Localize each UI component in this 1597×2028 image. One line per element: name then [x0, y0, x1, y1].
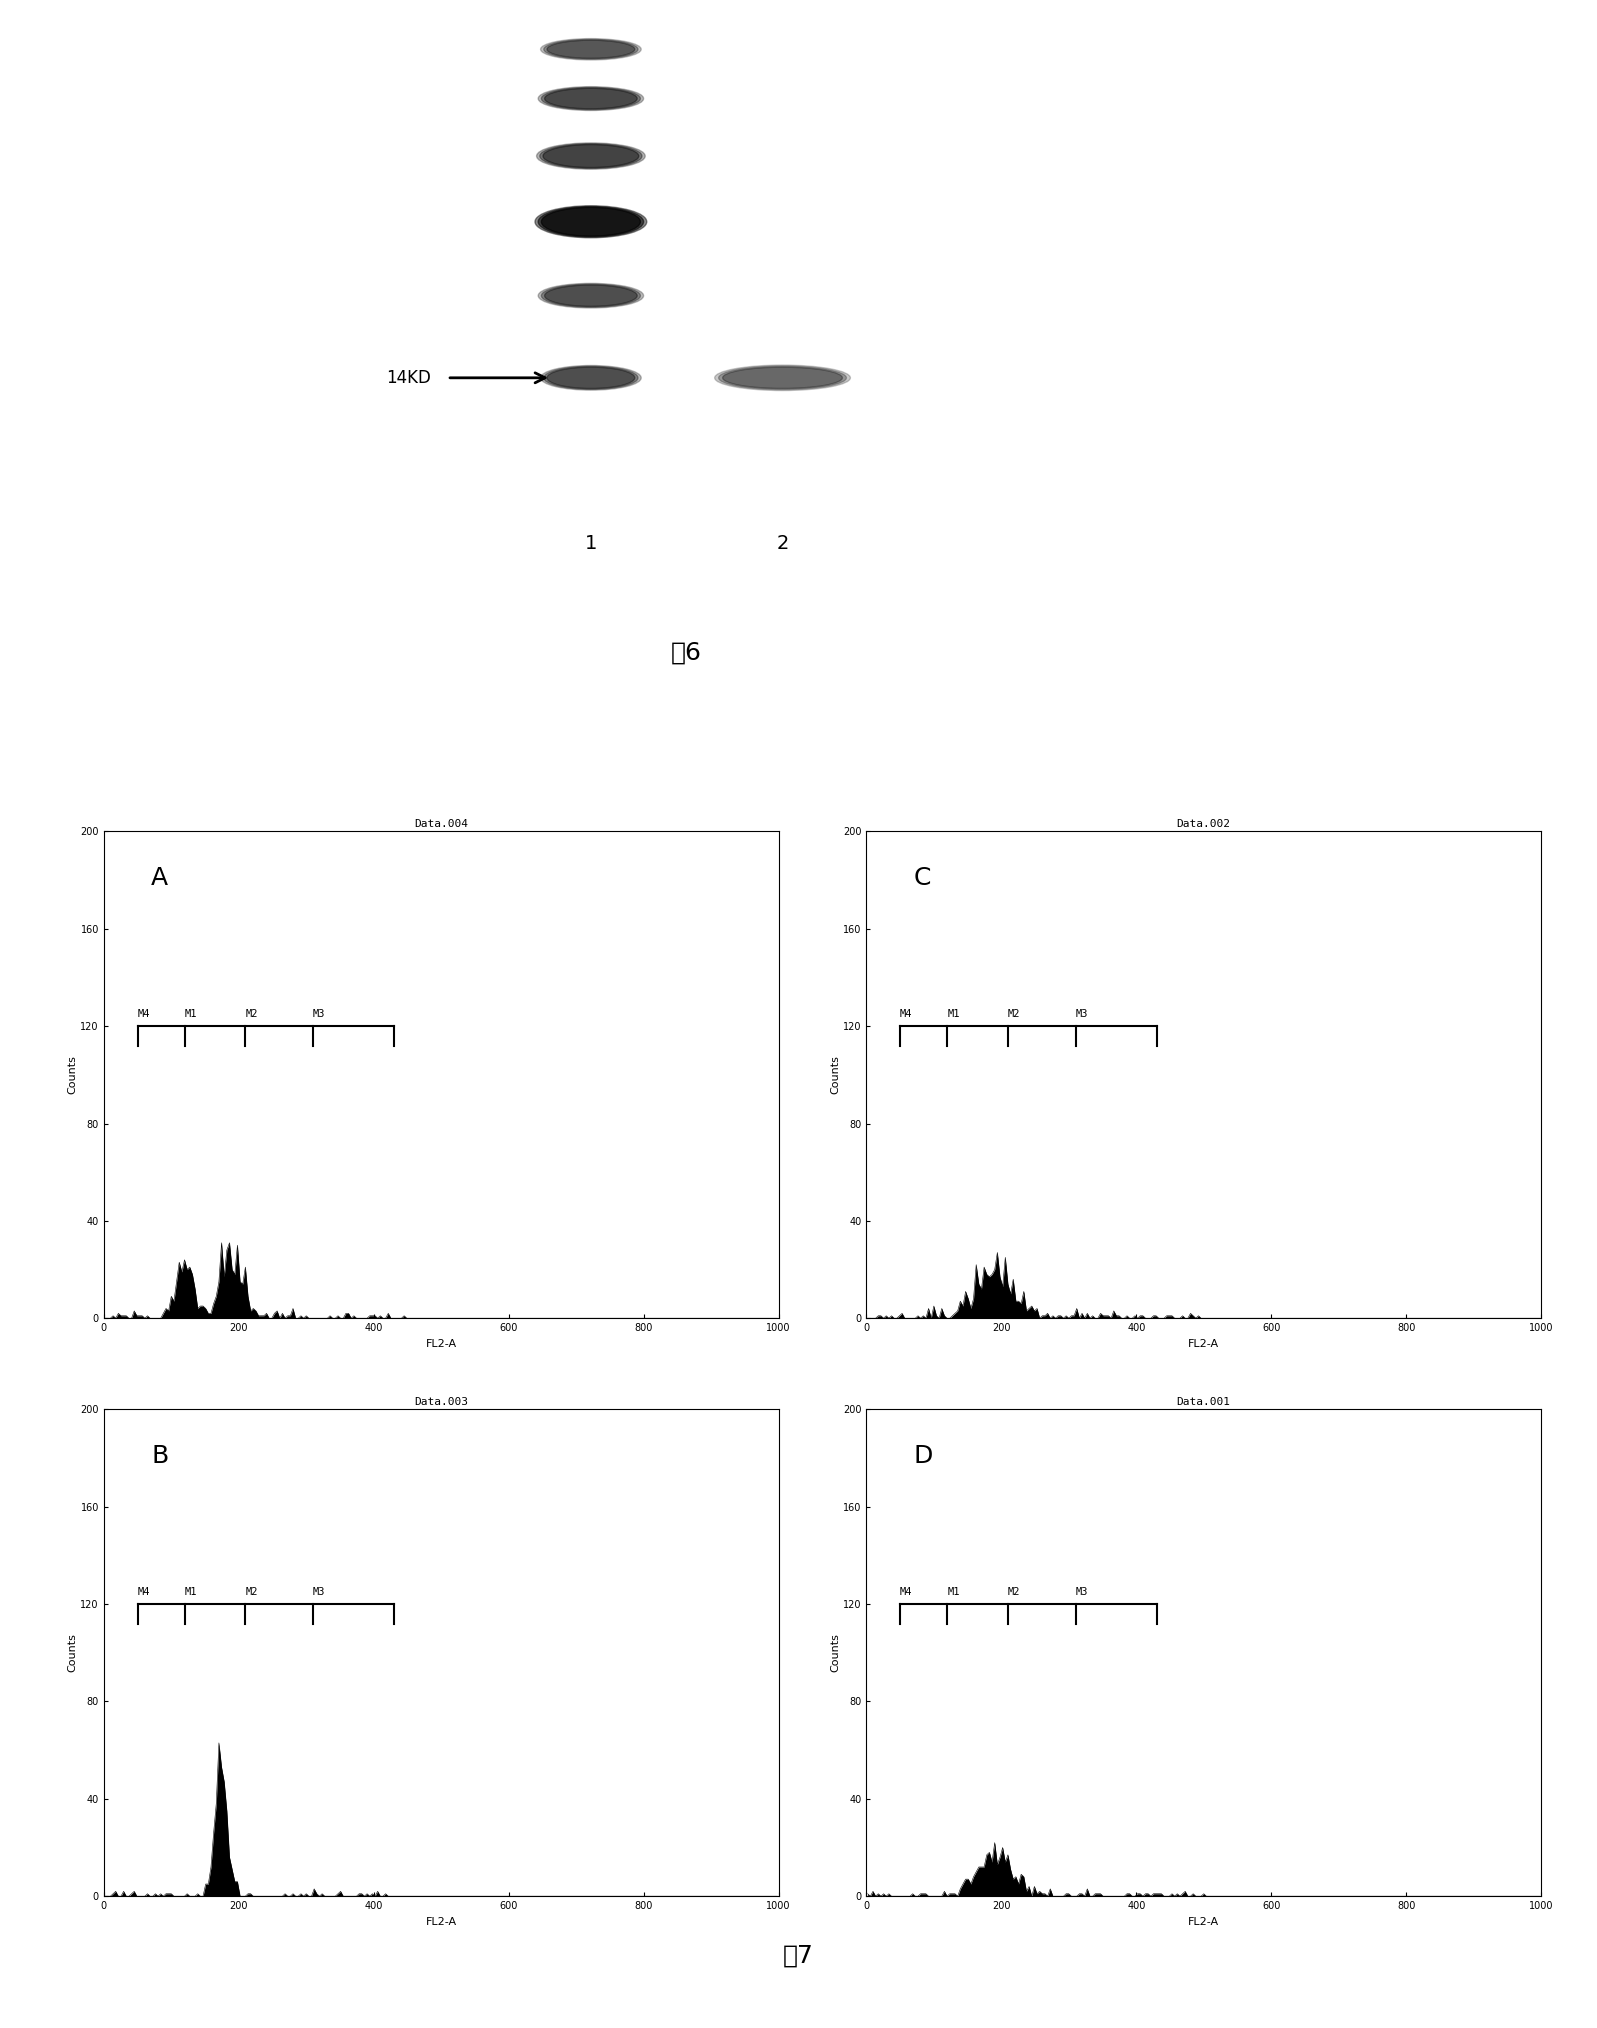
Ellipse shape — [543, 144, 639, 168]
Text: M4: M4 — [901, 1586, 912, 1596]
Ellipse shape — [545, 286, 637, 306]
Ellipse shape — [535, 205, 647, 237]
Ellipse shape — [719, 367, 846, 389]
Text: 14KD: 14KD — [386, 369, 431, 387]
Ellipse shape — [545, 89, 637, 110]
Ellipse shape — [541, 87, 640, 110]
Text: M2: M2 — [246, 1586, 259, 1596]
Ellipse shape — [722, 367, 843, 389]
Text: 1: 1 — [585, 533, 597, 554]
X-axis label: FL2-A: FL2-A — [426, 1916, 457, 1927]
Title: Data.003: Data.003 — [414, 1397, 468, 1407]
Text: M3: M3 — [313, 1586, 326, 1596]
Y-axis label: Counts: Counts — [67, 1633, 78, 1673]
Text: M2: M2 — [246, 1008, 259, 1018]
Text: M4: M4 — [137, 1008, 150, 1018]
Text: M1: M1 — [185, 1586, 198, 1596]
Title: Data.004: Data.004 — [414, 819, 468, 829]
Ellipse shape — [540, 365, 642, 389]
Text: M3: M3 — [313, 1008, 326, 1018]
Y-axis label: Counts: Counts — [830, 1055, 840, 1095]
Ellipse shape — [541, 284, 640, 306]
Ellipse shape — [543, 367, 637, 389]
Text: M3: M3 — [1075, 1008, 1088, 1018]
Ellipse shape — [540, 39, 642, 61]
X-axis label: FL2-A: FL2-A — [1188, 1338, 1219, 1349]
Ellipse shape — [546, 367, 634, 389]
Y-axis label: Counts: Counts — [67, 1055, 78, 1095]
Ellipse shape — [540, 144, 642, 168]
Text: M4: M4 — [137, 1586, 150, 1596]
Text: 2: 2 — [776, 533, 789, 554]
Ellipse shape — [543, 39, 637, 59]
Text: 图6: 图6 — [671, 641, 703, 665]
Text: M1: M1 — [947, 1586, 960, 1596]
Text: M4: M4 — [901, 1008, 912, 1018]
Ellipse shape — [546, 41, 634, 59]
Ellipse shape — [538, 284, 644, 308]
Text: A: A — [152, 866, 168, 890]
Text: 图7: 图7 — [783, 1943, 814, 1967]
Text: C: C — [913, 866, 931, 890]
X-axis label: FL2-A: FL2-A — [1188, 1916, 1219, 1927]
Ellipse shape — [541, 207, 640, 235]
Y-axis label: Counts: Counts — [830, 1633, 840, 1673]
Ellipse shape — [715, 365, 850, 391]
Text: B: B — [152, 1444, 168, 1468]
Ellipse shape — [538, 87, 644, 110]
Title: Data.001: Data.001 — [1177, 1397, 1231, 1407]
Text: M3: M3 — [1075, 1586, 1088, 1596]
Text: D: D — [913, 1444, 933, 1468]
Text: M1: M1 — [947, 1008, 960, 1018]
Ellipse shape — [537, 142, 645, 168]
X-axis label: FL2-A: FL2-A — [426, 1338, 457, 1349]
Text: M2: M2 — [1008, 1586, 1020, 1596]
Text: M2: M2 — [1008, 1008, 1020, 1018]
Text: M1: M1 — [185, 1008, 198, 1018]
Ellipse shape — [538, 207, 644, 237]
Title: Data.002: Data.002 — [1177, 819, 1231, 829]
